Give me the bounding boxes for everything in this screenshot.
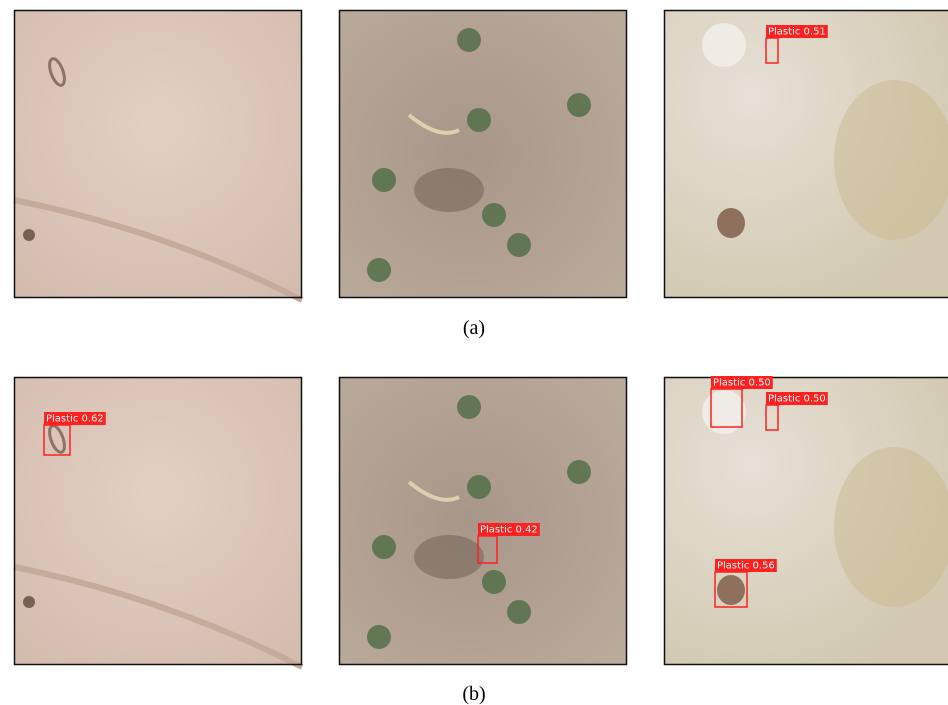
plant [372,535,396,559]
rock [717,208,745,238]
plant [367,258,391,282]
caption: (a) [463,317,485,339]
shadow [414,168,484,212]
plant [457,28,481,52]
caption: (b) [462,683,485,705]
debris [23,229,35,241]
debris [23,596,35,608]
plant [372,168,396,192]
plant [467,475,491,499]
plant [482,570,506,594]
plant [482,203,506,227]
shadow [414,535,484,579]
image-panel: Plastic 0.42 [339,377,627,665]
plant [457,395,481,419]
figure: (a) Plastic 0.51 (b) Plastic 0.62 Plastic 0.… [0,0,948,705]
image [339,377,627,665]
image-panel: Plastic 0.62 [14,377,302,667]
plant [367,625,391,649]
detection-label: Plastic 0.50 [768,394,826,405]
image-panel: Plastic 0.50 Plastic 0.50 Plastic 0.56 [664,376,948,665]
image [14,10,302,298]
detection-label: Plastic 0.51 [768,27,826,38]
detection-label: Plastic 0.42 [480,525,538,536]
image-panel [14,10,302,300]
plant [507,233,531,257]
detection-label: Plastic 0.50 [713,378,771,389]
image-panel: Plastic 0.51 [664,10,948,298]
image [339,10,627,298]
patch [702,23,746,67]
plant [567,93,591,117]
rock [717,575,745,605]
plant [507,600,531,624]
plant [567,460,591,484]
detection-label: Plastic 0.56 [717,561,775,572]
image-panel [339,10,627,298]
plant [467,108,491,132]
detection-label: Plastic 0.62 [46,414,104,425]
